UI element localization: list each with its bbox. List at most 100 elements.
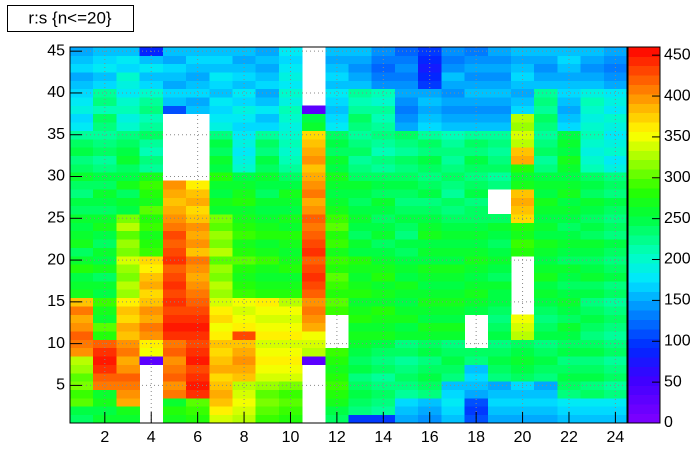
heatmap-cell: [93, 289, 117, 299]
y-tick-label: 35: [47, 126, 65, 143]
heatmap-cell: [232, 381, 257, 390]
color-scale-band: [628, 244, 660, 255]
heatmap-cell: [580, 397, 605, 407]
heatmap-cell: [232, 105, 257, 115]
heatmap-cell: [70, 122, 94, 131]
heatmap-cell: [534, 314, 558, 324]
heatmap-cell: [139, 306, 164, 315]
x-tick-label: 18: [467, 429, 485, 446]
heatmap-cell: [464, 122, 489, 131]
heatmap-cell: [348, 339, 373, 349]
heatmap-cell: [394, 138, 419, 148]
heatmap-cell: [557, 72, 581, 81]
heatmap-cell: [348, 264, 373, 273]
heatmap-cell: [325, 113, 349, 123]
heatmap-cell: [534, 138, 558, 148]
heatmap-cell: [603, 214, 628, 223]
z-tick-label: 400: [664, 87, 691, 104]
heatmap-cell: [418, 314, 442, 324]
heatmap-cell: [325, 214, 349, 223]
heatmap-cell: [70, 72, 94, 81]
heatmap-cell: [441, 63, 465, 73]
heatmap-cell: [302, 163, 326, 173]
heatmap-cell: [487, 414, 512, 424]
heatmap-cell: [116, 397, 141, 407]
heatmap-cell: [534, 88, 558, 98]
heatmap-cell: [348, 80, 373, 90]
color-scale-band: [628, 263, 660, 273]
heatmap-cell: [371, 314, 396, 324]
heatmap-cell: [510, 356, 535, 365]
heatmap-cell: [116, 230, 141, 240]
heatmap-cell: [116, 113, 141, 123]
heatmap-cell: [557, 205, 581, 215]
color-scale-band: [628, 235, 660, 245]
heatmap-cell: [232, 130, 257, 140]
heatmap-cell: [162, 80, 187, 90]
color-scale-band: [628, 103, 660, 114]
heatmap-cell: [70, 331, 94, 340]
heatmap-cell: [487, 347, 512, 357]
heatmap-cell: [394, 389, 419, 399]
heatmap-cell: [580, 105, 605, 115]
heatmap-cell: [487, 63, 512, 73]
heatmap-cell: [325, 406, 349, 416]
y-tick-label: 15: [47, 293, 65, 310]
heatmap-cell: [580, 147, 605, 157]
heatmap-cell: [325, 364, 349, 374]
heatmap-cell: [139, 97, 164, 106]
heatmap-cell: [348, 47, 373, 56]
heatmap-cell: [302, 239, 326, 248]
heatmap-cell: [302, 289, 326, 299]
heatmap-cell: [93, 297, 117, 307]
heatmap-cell: [93, 172, 117, 182]
heatmap-cell: [394, 113, 419, 123]
heatmap-cell: [93, 306, 117, 315]
heatmap-cell: [534, 105, 558, 115]
heatmap-cell: [580, 97, 605, 106]
heatmap-cell: [232, 280, 257, 290]
heatmap-cell: [603, 364, 628, 374]
heatmap-cell: [464, 214, 489, 223]
heatmap-cell: [93, 180, 117, 190]
heatmap-cell: [255, 88, 280, 98]
y-tick-label: 25: [47, 210, 65, 227]
x-tick-label: 2: [100, 429, 109, 446]
heatmap-cell: [139, 63, 164, 73]
heatmap-cell: [464, 289, 489, 299]
heatmap-cell: [209, 147, 233, 157]
heatmap-cell: [93, 189, 117, 198]
heatmap-cell: [302, 331, 326, 340]
heatmap-cell: [116, 105, 141, 115]
z-tick-label: 50: [664, 373, 682, 390]
heatmap-cell: [441, 189, 465, 198]
heatmap-cell: [580, 381, 605, 390]
heatmap-cell: [371, 306, 396, 315]
color-scale-band: [628, 94, 660, 104]
heatmap-cell: [116, 272, 141, 282]
heatmap-cell: [70, 239, 94, 248]
heatmap-cell: [394, 406, 419, 416]
grid: [70, 47, 627, 423]
heatmap-cell: [557, 189, 581, 198]
heatmap-cell: [441, 197, 465, 207]
heatmap-cell: [70, 314, 94, 324]
heatmap-cell: [70, 105, 94, 115]
heatmap-cell: [116, 314, 141, 324]
heatmap-cell: [371, 255, 396, 265]
heatmap-cell: [418, 63, 442, 73]
heatmap-cell: [302, 272, 326, 282]
heatmap-cell: [534, 172, 558, 182]
heatmap-cell: [534, 72, 558, 81]
color-scale-band: [628, 150, 660, 161]
color-scale-band: [628, 122, 660, 132]
heatmap-cell: [325, 163, 349, 173]
heatmap-cell: [278, 189, 303, 198]
heatmap-cell: [464, 297, 489, 307]
heatmap-cell: [603, 72, 628, 81]
heatmap-cell: [186, 105, 210, 115]
color-scale-band: [628, 376, 660, 386]
y-tick-label: 45: [47, 42, 65, 59]
heatmap-cell: [232, 372, 257, 382]
heatmap-cell: [348, 172, 373, 182]
